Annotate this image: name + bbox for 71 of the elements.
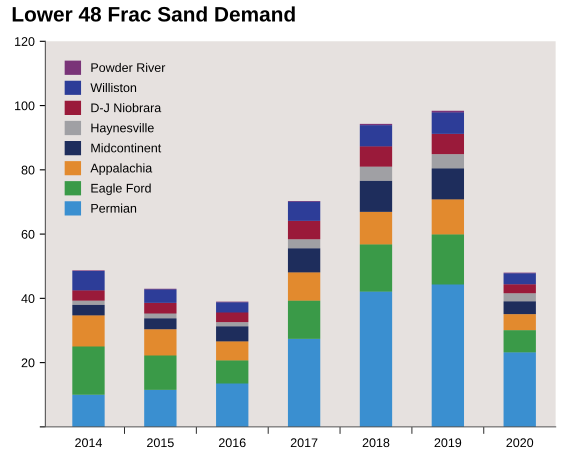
y-tick-label: 120	[15, 37, 34, 46]
bar	[504, 301, 536, 314]
bar	[288, 272, 320, 301]
legend-label: D-J Niobrara	[91, 103, 162, 112]
bar	[216, 341, 248, 360]
legend-label: Permian	[91, 204, 136, 213]
bar	[288, 220, 320, 240]
bar	[72, 315, 105, 347]
bar	[432, 284, 464, 427]
bar	[216, 312, 248, 322]
bar	[360, 212, 392, 244]
bar	[432, 134, 464, 154]
bar	[144, 390, 177, 427]
bar	[216, 302, 248, 312]
legend-label: Midcontinent	[91, 143, 162, 152]
bar	[432, 234, 464, 285]
bar	[432, 168, 464, 200]
bar	[216, 322, 248, 326]
bar	[504, 314, 536, 330]
bar	[72, 394, 105, 427]
bar	[288, 248, 320, 272]
bar	[504, 293, 536, 302]
x-tick-label: 2015	[147, 438, 174, 448]
x-tick-label: 2017	[290, 438, 318, 448]
bar	[144, 302, 177, 314]
bar	[72, 346, 105, 395]
legend-label: Appalachia	[90, 163, 152, 175]
bar	[360, 146, 392, 167]
y-tick-label: 40	[21, 294, 34, 303]
x-tick-label: 2014	[75, 438, 102, 448]
bar	[360, 125, 392, 146]
bar	[216, 326, 248, 342]
bar	[360, 180, 392, 212]
bar	[432, 112, 464, 134]
y-tick-label: 60	[22, 230, 34, 239]
bar	[432, 199, 464, 234]
bar	[144, 313, 177, 318]
bar	[72, 271, 105, 290]
bar	[360, 166, 392, 181]
bar	[504, 352, 536, 427]
bar	[288, 239, 320, 248]
bar	[144, 356, 177, 390]
bar	[72, 304, 105, 316]
bar	[504, 330, 536, 352]
bar	[288, 202, 320, 221]
bar	[360, 244, 392, 292]
legend-label: Williston	[90, 82, 136, 92]
legend-label: Haynesville	[91, 123, 154, 135]
bar	[72, 290, 105, 301]
chart-title: Lower 48 Frac Sand Demand	[12, 6, 295, 22]
y-tick-label: 20	[22, 358, 34, 368]
legend-label: Eagle Ford	[91, 183, 151, 196]
y-tick-label: 100	[15, 101, 34, 110]
x-tick-label: 2018	[362, 438, 390, 448]
bar	[216, 360, 248, 384]
bar	[504, 284, 536, 294]
bar	[288, 338, 320, 427]
bar	[216, 383, 248, 427]
bar	[72, 300, 105, 305]
bar	[288, 300, 320, 339]
bar	[144, 318, 177, 330]
y-tick-label: 80	[22, 166, 34, 174]
bar	[432, 154, 464, 169]
bar	[144, 329, 177, 356]
x-tick-label: 2020	[506, 438, 534, 448]
bar	[504, 273, 536, 284]
legend-label: Powder River	[91, 62, 166, 72]
bar	[144, 289, 177, 303]
x-tick-label: 2019	[434, 438, 462, 448]
bar	[360, 292, 392, 427]
x-tick-label: 2016	[218, 438, 246, 448]
